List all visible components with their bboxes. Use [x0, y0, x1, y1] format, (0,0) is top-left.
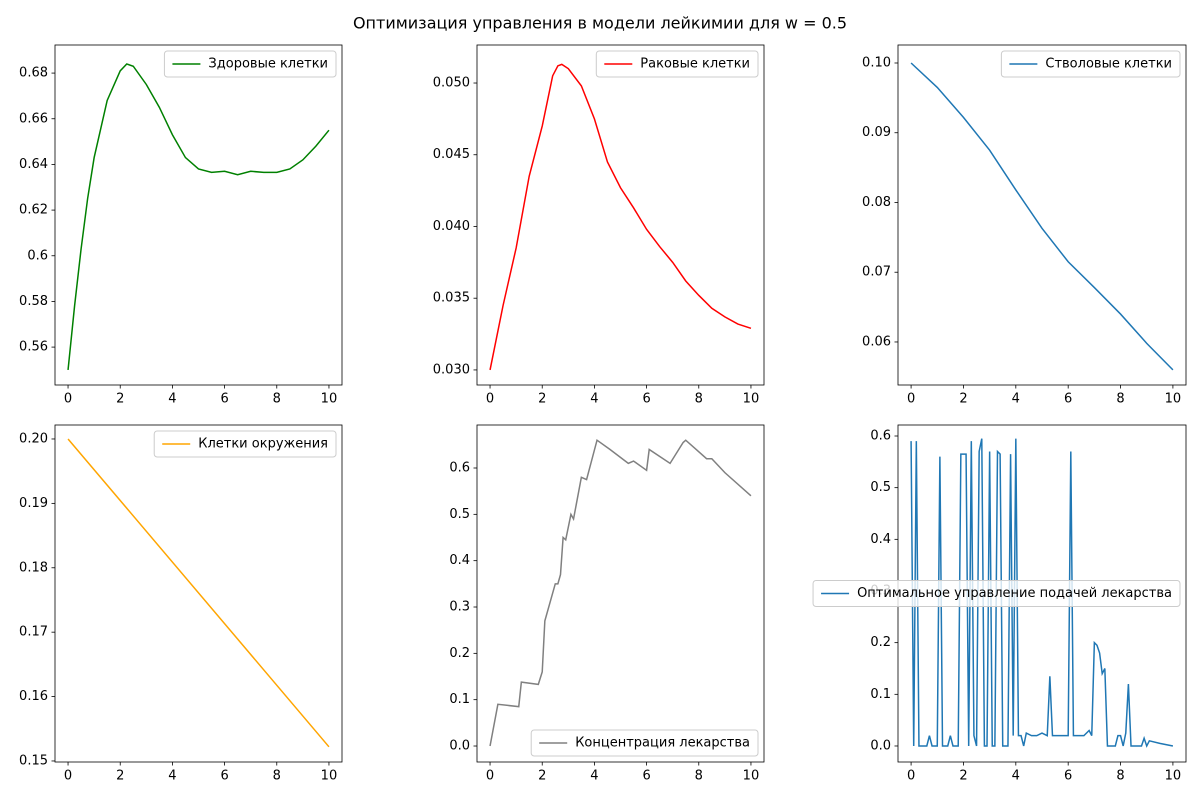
y-tick-label: 0.62: [19, 203, 48, 218]
y-tick-label: 0.040: [433, 219, 470, 234]
y-tick-label: 0.4: [870, 532, 891, 547]
legend-label: Концентрация лекарства: [575, 736, 750, 751]
y-tick-label: 0.56: [19, 340, 48, 355]
y-tick-label: 0.5: [870, 480, 891, 495]
y-tick-label: 0.16: [19, 689, 48, 704]
x-tick-label: 6: [220, 392, 228, 407]
x-tick-label: 0: [64, 392, 72, 407]
y-tick-label: 0.050: [433, 76, 470, 91]
legend-box: [163, 50, 337, 78]
axes-frame: [476, 44, 765, 386]
y-tick-label: 0.09: [862, 125, 891, 140]
x-tick-label: 0: [907, 769, 915, 784]
legend-box: [153, 430, 337, 458]
axes-frame: [897, 44, 1187, 386]
x-tick-label: 4: [168, 392, 176, 407]
axes-frame: [54, 44, 343, 386]
x-tick-label: 10: [321, 392, 338, 407]
axes-frame: [54, 424, 343, 763]
data-line: [910, 62, 1174, 371]
x-tick-label: 10: [743, 392, 760, 407]
legend-label: Стволовые клетки: [1045, 57, 1172, 72]
figure-title: Оптимизация управления в модели лейкимии…: [353, 14, 847, 33]
y-tick-label: 0.6: [870, 429, 891, 444]
y-tick-label: 0.0: [870, 738, 891, 753]
y-tick-label: 0.58: [19, 294, 48, 309]
y-tick-label: 0.030: [433, 362, 470, 377]
legend-box: [812, 580, 1181, 607]
x-tick-label: 8: [1116, 392, 1124, 407]
x-tick-label: 10: [321, 769, 338, 784]
y-tick-label: 0.18: [19, 560, 48, 575]
y-tick-label: 0.07: [862, 265, 891, 280]
y-tick-label: 0.4: [449, 553, 470, 568]
x-tick-label: 4: [1012, 769, 1020, 784]
x-tick-label: 2: [116, 392, 124, 407]
x-tick-label: 4: [590, 769, 598, 784]
x-tick-label: 2: [959, 392, 967, 407]
y-tick-label: 0.19: [19, 496, 48, 511]
x-tick-label: 8: [695, 769, 703, 784]
x-tick-label: 10: [1165, 392, 1182, 407]
x-tick-label: 8: [695, 392, 703, 407]
x-tick-label: 4: [1012, 392, 1020, 407]
x-tick-label: 2: [959, 769, 967, 784]
y-tick-label: 0.2: [449, 646, 470, 661]
y-tick-label: 0.10: [862, 55, 891, 70]
x-tick-label: 4: [168, 769, 176, 784]
data-line: [910, 438, 1174, 748]
data-line: [489, 63, 752, 371]
legend-box: [1000, 50, 1181, 78]
axes-frame: [476, 424, 765, 763]
x-tick-label: 6: [220, 769, 228, 784]
data-line: [489, 438, 752, 747]
x-tick-label: 2: [538, 769, 546, 784]
x-tick-label: 6: [642, 392, 650, 407]
x-tick-label: 2: [116, 769, 124, 784]
legend-label: Здоровые клетки: [208, 57, 328, 72]
y-tick-label: 0.06: [862, 334, 891, 349]
x-tick-label: 0: [486, 392, 494, 407]
legend-box: [595, 50, 759, 78]
legend-label: Раковые клетки: [640, 57, 750, 72]
y-tick-label: 0.66: [19, 111, 48, 126]
y-tick-label: 0.6: [27, 248, 48, 263]
legend-label: Оптимальное управление подачей лекарства: [857, 586, 1172, 601]
y-tick-label: 0.15: [19, 753, 48, 768]
y-tick-label: 0.17: [19, 625, 48, 640]
y-tick-label: 0.64: [19, 157, 48, 172]
y-tick-label: 0.68: [19, 66, 48, 81]
y-tick-label: 0.035: [433, 291, 470, 306]
x-tick-label: 10: [743, 769, 760, 784]
x-tick-label: 8: [273, 769, 281, 784]
x-tick-label: 8: [1116, 769, 1124, 784]
y-tick-label: 0.045: [433, 147, 470, 162]
y-tick-label: 0.08: [862, 195, 891, 210]
x-tick-label: 0: [486, 769, 494, 784]
y-tick-label: 0.1: [449, 692, 470, 707]
y-tick-label: 0.3: [449, 600, 470, 615]
x-tick-label: 0: [907, 392, 915, 407]
x-tick-label: 0: [64, 769, 72, 784]
y-tick-label: 0.20: [19, 431, 48, 446]
data-line: [67, 438, 330, 748]
y-tick-label: 0.6: [449, 460, 470, 475]
y-tick-label: 0.5: [449, 507, 470, 522]
x-tick-label: 2: [538, 392, 546, 407]
y-tick-label: 0.2: [870, 635, 891, 650]
x-tick-label: 6: [1064, 769, 1072, 784]
x-tick-label: 6: [1064, 392, 1072, 407]
y-tick-label: 0.0: [449, 739, 470, 754]
y-tick-label: 0.1: [870, 687, 891, 702]
legend-label: Клетки окружения: [198, 437, 328, 452]
data-line: [67, 63, 330, 371]
x-tick-label: 8: [273, 392, 281, 407]
legend-box: [530, 729, 759, 757]
x-tick-label: 6: [642, 769, 650, 784]
x-tick-label: 4: [590, 392, 598, 407]
x-tick-label: 10: [1165, 769, 1182, 784]
